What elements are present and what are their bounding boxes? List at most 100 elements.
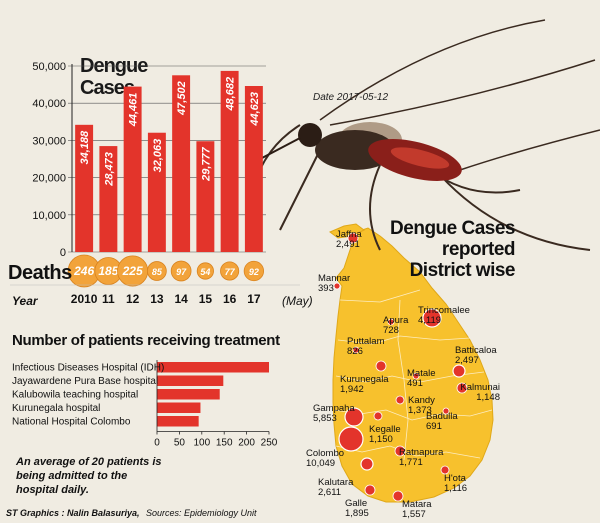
year-tick-label: 16 [223,292,237,306]
y-tick-label: 30,000 [32,135,66,147]
district-name: Galle [345,498,368,509]
district-dot [440,465,450,475]
cases-value-label: 32,063 [152,139,164,173]
hospital-label: Kurunegala hospital [12,403,100,414]
district-dot [364,484,376,496]
district-label: Galle 1,895 [345,499,369,519]
district-name: Jaffna [336,229,362,240]
district-name: Puttalam [347,336,385,347]
district-label: Matara 1,557 [402,500,432,520]
cases-bar [123,86,142,253]
district-label: H'ota 1,116 [444,474,467,494]
district-label: Kalutara 2,611 [318,478,353,498]
district-label: Trincomalee 4,119 [418,306,470,326]
district-name: Mannar [318,273,351,284]
x-tick-label: 50 [174,438,186,449]
district-cases: 1,557 [402,509,426,520]
district-dot [352,346,360,354]
may-note: (May) [282,294,313,308]
deaths-circle [243,260,265,282]
district-name: Badulla [426,411,458,422]
jaffna-peninsula [329,223,365,239]
district-dot [344,407,364,427]
district-cases: 1,895 [345,508,369,519]
district-name: Kalmunai [460,382,500,393]
daily-note: An average of 20 patients is being admit… [16,456,162,496]
district-dot [395,395,405,405]
deaths-circle [196,262,214,280]
y-tick-label: 40,000 [32,98,66,110]
x-tick-label: 200 [238,438,255,449]
district-cases: 1,373 [408,405,432,416]
district-label: Kegalle 1,150 [369,425,401,445]
cases-value-label: 29,777 [200,146,212,182]
district-cases: 728 [383,325,399,336]
district-cases: 691 [426,421,442,432]
x-tick-label: 250 [261,438,278,449]
year-tick-label: 17 [247,292,261,306]
cases-value-label: 47,502 [176,81,188,116]
year-tick-label: 14 [174,292,188,306]
deaths-value: 77 [225,267,236,277]
district-label: Mannar 393 [318,274,350,294]
y-tick-label: 0 [60,247,66,259]
map-title: Dengue Cases reported District wise [390,218,515,281]
district-label: Ratnapura 1,771 [399,448,443,468]
cases-bar [196,141,215,252]
district-dot [387,318,395,326]
patients-title: Number of patients receiving treatment [12,332,280,349]
deaths-circle [147,261,167,281]
year-label: Year [12,294,38,308]
district-name: Kalutara [318,477,354,488]
deaths-value: 54 [200,267,210,277]
y-tick-label: 20,000 [32,173,66,185]
district-dot [375,360,387,372]
district-cases: 826 [347,346,363,357]
district-label: Colombo 10,049 [306,449,344,469]
hospital-label: Jayawardene Pura Base hospital [12,376,158,387]
deaths-value: 185 [98,264,118,278]
y-tick-label: 10,000 [32,210,66,222]
year-tick-label: 2010 [71,292,98,306]
district-cases: 1,771 [399,457,423,468]
district-dot [422,308,442,328]
district-cases: 393 [318,283,334,294]
district-cases: 491 [407,378,423,389]
patients-bar [157,389,220,400]
hospital-label: National Hospital Colombo [12,417,131,428]
map-title-line-3: District wise [409,260,516,281]
deaths-circle [170,260,192,282]
district-label: Apura 728 [383,316,408,336]
deaths-value: 225 [122,264,143,278]
district-label: Jaffna 2,491 [336,230,362,250]
deaths-value: 85 [152,267,163,277]
cases-value-label: 44,623 [249,92,261,127]
cases-value-label: 44,461 [128,93,140,128]
cases-bar [75,124,94,252]
date-label: Date 2017-05-12 [313,92,389,103]
district-cases: 1,148 [476,392,500,403]
district-dot [442,407,450,415]
district-name: Matara [402,499,432,510]
district-label: Matale 491 [407,369,436,389]
district-dot [392,490,404,502]
district-name: H'ota [444,473,466,484]
cases-bar [172,75,191,252]
district-name: Batticaloa [455,345,497,356]
district-dot [373,411,383,421]
district-cases: 10,049 [306,458,336,469]
district-cases: 1,150 [369,434,393,445]
district-cases: 5,853 [313,413,337,424]
district-label: Kurunegala 1,942 [340,375,389,395]
district-dot [394,445,406,457]
district-label: Gampaha 5,853 [313,404,355,424]
cases-bar [147,132,166,252]
district-dot [333,282,341,290]
district-label: Puttalam 826 [347,337,385,357]
hospital-label: Kalubowila teaching hospital [12,390,138,401]
district-dot [456,382,468,394]
cases-bar [99,146,118,252]
